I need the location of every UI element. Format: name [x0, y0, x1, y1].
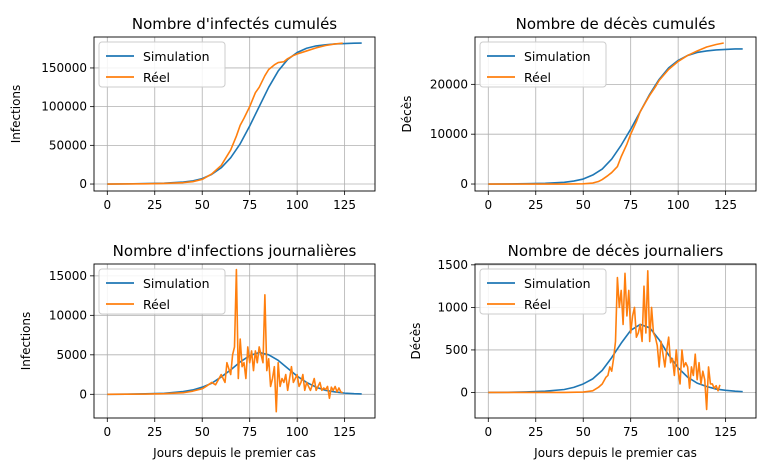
- chart-title: Nombre de décès cumulés: [516, 15, 716, 33]
- y-tick-label: 15000: [49, 269, 87, 283]
- x-tick-label: 75: [623, 425, 638, 439]
- x-axis-label: Jours depuis le premier cas: [533, 446, 697, 460]
- plot-frame: [93, 36, 376, 192]
- subplot-4: 0 25 50 75 100 125 0 500 1000 1500 Nombre de décès…: [409, 242, 757, 460]
- y-axis-label: Décès: [400, 96, 414, 133]
- plot-frame: [474, 36, 757, 192]
- y-tick-label: 0: [460, 177, 468, 191]
- legend-label: Simulation: [143, 276, 210, 291]
- x-tick-label: 125: [714, 425, 737, 439]
- x-tick-label: 25: [147, 425, 162, 439]
- y-tick-label: 500: [445, 343, 468, 357]
- subplot-1: 0 25 50 75 100 125 0 50000 100000 150000 Nombre d'…: [9, 15, 376, 212]
- x-tick-label: 50: [576, 425, 591, 439]
- chart-title: Nombre d'infectés cumulés: [132, 15, 337, 33]
- legend-box: [98, 41, 226, 88]
- legend-box: [98, 268, 226, 315]
- y-tick-label: 0: [460, 385, 468, 399]
- plot-frame: [474, 263, 757, 419]
- y-axis-label: Décès: [409, 323, 423, 360]
- series-line-rel: [107, 268, 344, 413]
- y-tick-label: 0: [79, 387, 87, 401]
- y-tick-label: 10000: [430, 127, 468, 141]
- x-tick-label: 25: [528, 198, 543, 212]
- legend-label: Simulation: [524, 49, 591, 64]
- x-tick-label: 25: [528, 425, 543, 439]
- x-tick-label: 50: [195, 198, 210, 212]
- x-tick-label: 125: [333, 198, 356, 212]
- x-tick-label: 75: [242, 425, 257, 439]
- y-tick-label: 20000: [430, 77, 468, 91]
- x-tick-label: 0: [484, 198, 492, 212]
- legend: Simulation Réel: [98, 268, 226, 315]
- subplot-2: 0 25 50 75 100 125 0 10000 20000 Nombre de décès …: [400, 15, 757, 212]
- x-tick-label: 125: [333, 425, 356, 439]
- x-tick-label: 100: [286, 198, 309, 212]
- legend-label: Simulation: [524, 276, 591, 291]
- y-tick-label: 100000: [41, 100, 87, 114]
- legend: Simulation Réel: [98, 41, 226, 88]
- legend-label: Réel: [143, 297, 170, 312]
- x-tick-label: 125: [714, 198, 737, 212]
- subplot-3: 0 25 50 75 100 125 0 5000 10000 15000 Nombre d'inf…: [19, 242, 376, 460]
- y-tick-label: 1500: [437, 258, 468, 272]
- x-tick-label: 75: [623, 198, 638, 212]
- legend: Simulation Réel: [479, 41, 607, 88]
- legend: Simulation Réel: [479, 268, 607, 315]
- chart-title: Nombre de décès journaliers: [508, 242, 724, 260]
- x-axis-label: Jours depuis le premier cas: [152, 446, 316, 460]
- x-tick-label: 0: [103, 425, 111, 439]
- legend-box: [479, 41, 607, 88]
- y-tick-label: 150000: [41, 61, 87, 75]
- legend-label: Réel: [524, 70, 551, 85]
- plot-frame: [93, 263, 376, 419]
- x-tick-label: 0: [484, 425, 492, 439]
- y-tick-label: 5000: [56, 348, 87, 362]
- x-tick-label: 100: [286, 425, 309, 439]
- x-tick-label: 75: [242, 198, 257, 212]
- y-axis-label: Infections: [19, 312, 33, 371]
- legend-label: Réel: [524, 297, 551, 312]
- x-tick-label: 50: [576, 198, 591, 212]
- series-line-rel: [488, 42, 724, 185]
- x-tick-label: 100: [667, 198, 690, 212]
- y-tick-label: 10000: [49, 308, 87, 322]
- series-line-rel: [107, 42, 343, 185]
- x-tick-label: 50: [195, 425, 210, 439]
- x-tick-label: 25: [147, 198, 162, 212]
- legend-box: [479, 268, 607, 315]
- series-line-simulation: [488, 48, 743, 185]
- y-axis-label: Infections: [9, 85, 23, 144]
- chart-title: Nombre d'infections journalières: [113, 242, 357, 260]
- legend-label: Réel: [143, 70, 170, 85]
- series-line-rel: [488, 270, 721, 411]
- y-tick-label: 0: [79, 177, 87, 191]
- legend-label: Simulation: [143, 49, 210, 64]
- y-tick-label: 50000: [49, 138, 87, 152]
- y-tick-label: 1000: [437, 300, 468, 314]
- x-tick-label: 100: [667, 425, 690, 439]
- x-tick-label: 0: [103, 198, 111, 212]
